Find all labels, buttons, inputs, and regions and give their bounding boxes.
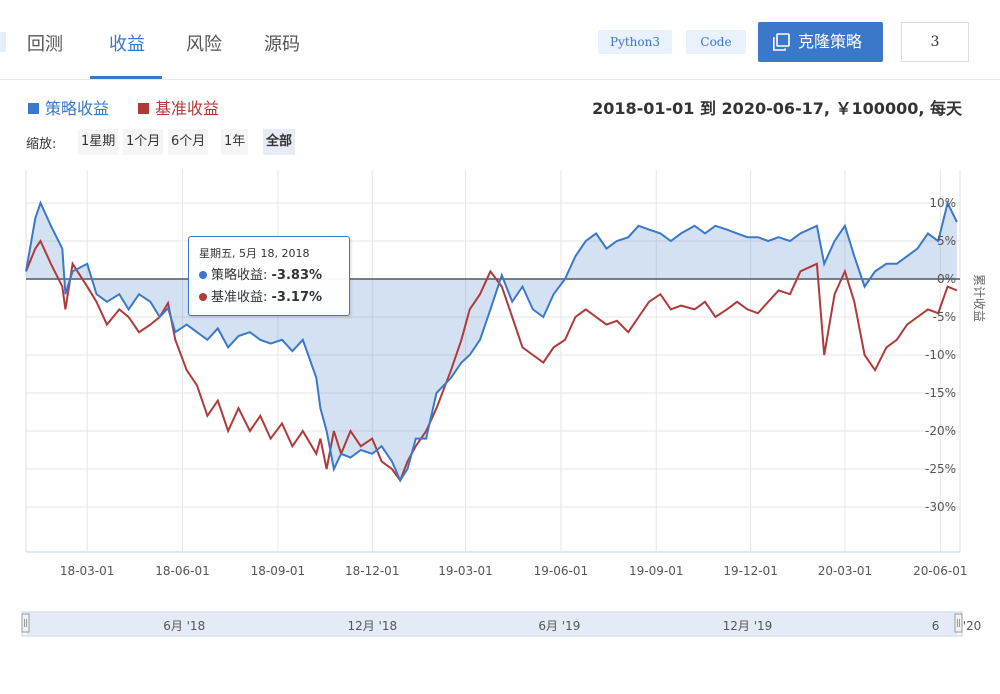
side-marker xyxy=(0,32,6,52)
y-tick-label: -30% xyxy=(925,500,956,514)
top-tab-bar: 回测 收益 风险 源码 Python3 Code 克隆策略 3 xyxy=(0,0,1000,80)
navigator-label: 6月 '19 xyxy=(538,619,580,633)
chart-series xyxy=(25,200,958,483)
x-tick-label: 19-12-01 xyxy=(723,564,777,578)
tooltip-benchmark-label: 基准收益: xyxy=(211,290,268,305)
y-tick-label: -25% xyxy=(925,462,956,476)
y-tick-label: -15% xyxy=(925,386,956,400)
strategy-area xyxy=(26,203,957,481)
active-tab-indicator xyxy=(90,76,162,79)
zoom-1-week-button[interactable]: 1星期 xyxy=(78,129,119,155)
navigator-label: 12月 '19 xyxy=(723,619,773,633)
legend-benchmark-swatch xyxy=(138,103,149,114)
code-tag[interactable]: Code xyxy=(686,30,746,54)
tab-source[interactable]: 源码 xyxy=(264,34,300,55)
clone-strategy-label: 克隆策略 xyxy=(798,32,863,51)
legend-strategy-swatch xyxy=(28,103,39,114)
y-tick-label: -5% xyxy=(933,310,956,324)
backtest-range-info: 2018-01-01 到 2020-06-17, ￥100000, 每天 xyxy=(592,99,962,118)
x-tick-label: 20-03-01 xyxy=(818,564,872,578)
tooltip-strategy-row: 策略收益: -3.83% xyxy=(199,264,339,283)
tooltip-strategy-value: -3.83% xyxy=(271,268,323,283)
x-tick-label: 20-06-01 xyxy=(913,564,967,578)
navigator-left-handle[interactable] xyxy=(21,613,30,633)
x-tick-label: 19-03-01 xyxy=(438,564,492,578)
x-tick-label: 19-06-01 xyxy=(534,564,588,578)
x-tick-label: 18-09-01 xyxy=(251,564,305,578)
zoom-1-year-button[interactable]: 1年 xyxy=(221,129,249,155)
zoom-label: 缩放: xyxy=(26,137,57,152)
y-tick-label: -10% xyxy=(925,348,956,362)
y-tick-label: 5% xyxy=(937,234,956,248)
navigator-track xyxy=(21,611,963,637)
python-version-tag: Python3 xyxy=(598,30,672,54)
navigator-right-handle[interactable] xyxy=(954,613,963,633)
navigator-label: 6 xyxy=(932,619,940,633)
zoom-1-month-button[interactable]: 1个月 xyxy=(123,129,164,155)
x-axis: 18-03-01 18-06-01 18-09-01 18-12-01 19-03-01… xyxy=(60,564,968,578)
legend-strategy[interactable]: 策略收益 xyxy=(28,95,109,119)
legend-strategy-label: 策略收益 xyxy=(45,99,110,118)
x-tick-label: 18-03-01 xyxy=(60,564,114,578)
y-tick-label: 0% xyxy=(937,272,956,286)
clone-count: 3 xyxy=(901,22,969,62)
chart-tooltip: 星期五, 5月 18, 2018 策略收益: -3.83% 基准收益: -3.1… xyxy=(188,236,350,316)
zoom-all-button[interactable]: 全部 xyxy=(263,129,296,155)
tooltip-date: 星期五, 5月 18, 2018 xyxy=(199,247,310,260)
copy-icon xyxy=(773,33,790,51)
legend-benchmark-label: 基准收益 xyxy=(155,99,220,118)
x-tick-label: 18-12-01 xyxy=(345,564,399,578)
y-tick-label: 10% xyxy=(929,196,956,210)
tooltip-benchmark-value: -3.17% xyxy=(271,290,323,305)
tooltip-benchmark-row: 基准收益: -3.17% xyxy=(199,286,339,305)
y-tick-label: -20% xyxy=(925,424,956,438)
strategy-series-line xyxy=(25,200,958,483)
returns-chart[interactable]: 10% 5% 0% -5% -10% -15% -20% -25% -30% 累计收益 18-03… xyxy=(0,160,1000,694)
tab-risk[interactable]: 风险 xyxy=(186,34,222,55)
y-axis-title: 累计收益 xyxy=(972,274,986,322)
x-tick-label: 19-09-01 xyxy=(629,564,683,578)
tooltip-strategy-label: 策略收益: xyxy=(211,268,268,283)
tooltip-strategy-dot xyxy=(199,271,207,279)
chart-grid xyxy=(25,170,961,553)
tooltip-benchmark-dot xyxy=(199,293,207,301)
y-axis: 10% 5% 0% -5% -10% -15% -20% -25% -30% 累计收益 xyxy=(925,196,986,514)
tab-backtest[interactable]: 回测 xyxy=(27,34,63,55)
zoom-6-month-button[interactable]: 6个月 xyxy=(168,129,209,155)
clone-strategy-button[interactable]: 克隆策略 xyxy=(758,22,883,62)
tab-returns[interactable]: 收益 xyxy=(109,34,145,55)
benchmark-series-line xyxy=(25,238,958,483)
strategy-fill xyxy=(26,203,957,481)
x-tick-label: 18-06-01 xyxy=(155,564,209,578)
legend-benchmark[interactable]: 基准收益 xyxy=(138,95,219,119)
navigator[interactable]: 6月 '18 12月 '18 6月 '19 12月 '19 6 '20 xyxy=(21,611,982,637)
navigator-selection xyxy=(27,613,957,635)
navigator-label: 12月 '18 xyxy=(347,619,397,633)
navigator-label: '20 xyxy=(963,619,982,633)
navigator-label: 6月 '18 xyxy=(163,619,205,633)
